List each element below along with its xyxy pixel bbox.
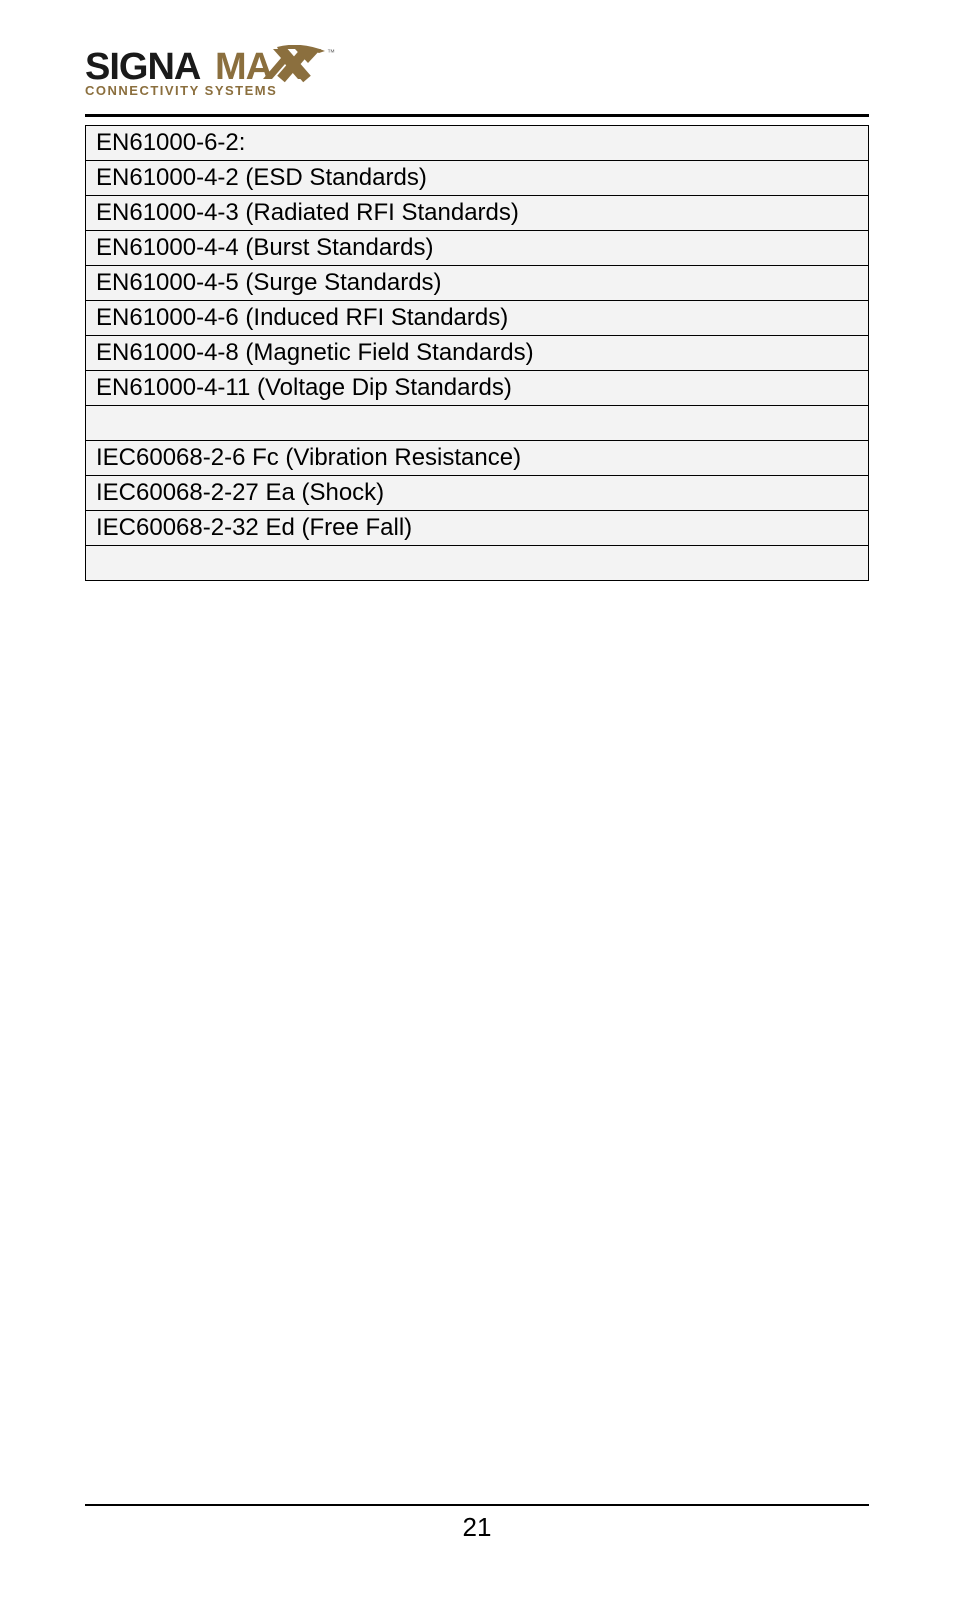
table-row: EN61000-4-8 (Magnetic Field Standards)	[86, 336, 869, 371]
standards-table: EN61000-6-2:EN61000-4-2 (ESD Standards)E…	[85, 125, 869, 581]
logo-text-signa: SIGNA	[85, 46, 201, 88]
table-cell: IEC60068-2-32 Ed (Free Fall)	[86, 511, 869, 546]
table-row	[86, 406, 869, 441]
table-cell: EN61000-4-4 (Burst Standards)	[86, 231, 869, 266]
logo-tm: ™	[327, 48, 335, 57]
page-container: SIGNA MA ™ CONNECTIVITY SYSTEMS EN61000-…	[0, 0, 954, 1603]
table-row: EN61000-4-3 (Radiated RFI Standards)	[86, 196, 869, 231]
table-row: EN61000-4-2 (ESD Standards)	[86, 161, 869, 196]
table-row: IEC60068-2-32 Ed (Free Fall)	[86, 511, 869, 546]
table-row: EN61000-6-2:	[86, 126, 869, 161]
table-row: IEC60068-2-27 Ea (Shock)	[86, 476, 869, 511]
page-header: SIGNA MA ™ CONNECTIVITY SYSTEMS	[85, 45, 869, 117]
signamax-logo: SIGNA MA ™ CONNECTIVITY SYSTEMS	[85, 45, 869, 110]
table-row: EN61000-4-4 (Burst Standards)	[86, 231, 869, 266]
table-row: EN61000-4-11 (Voltage Dip Standards)	[86, 371, 869, 406]
table-cell	[86, 406, 869, 441]
logo-svg: SIGNA MA ™ CONNECTIVITY SYSTEMS	[85, 45, 395, 105]
table-cell: EN61000-4-5 (Surge Standards)	[86, 266, 869, 301]
footer-divider	[85, 1504, 869, 1506]
table-cell: EN61000-4-2 (ESD Standards)	[86, 161, 869, 196]
table-row: EN61000-4-6 (Induced RFI Standards)	[86, 301, 869, 336]
table-cell	[86, 546, 869, 581]
logo-x-icon	[263, 45, 325, 79]
table-row: IEC60068-2-6 Fc (Vibration Resistance)	[86, 441, 869, 476]
header-divider	[85, 114, 869, 117]
logo-tagline: CONNECTIVITY SYSTEMS	[85, 83, 277, 98]
table-row	[86, 546, 869, 581]
table-cell: EN61000-4-11 (Voltage Dip Standards)	[86, 371, 869, 406]
table-cell: IEC60068-2-27 Ea (Shock)	[86, 476, 869, 511]
page-number: 21	[85, 1512, 869, 1543]
page-footer: 21	[85, 1504, 869, 1543]
table-row: EN61000-4-5 (Surge Standards)	[86, 266, 869, 301]
table-cell: EN61000-4-3 (Radiated RFI Standards)	[86, 196, 869, 231]
logo-text-max: MA	[215, 46, 273, 88]
table-cell: EN61000-4-6 (Induced RFI Standards)	[86, 301, 869, 336]
table-cell: EN61000-6-2:	[86, 126, 869, 161]
table-cell: EN61000-4-8 (Magnetic Field Standards)	[86, 336, 869, 371]
table-cell: IEC60068-2-6 Fc (Vibration Resistance)	[86, 441, 869, 476]
